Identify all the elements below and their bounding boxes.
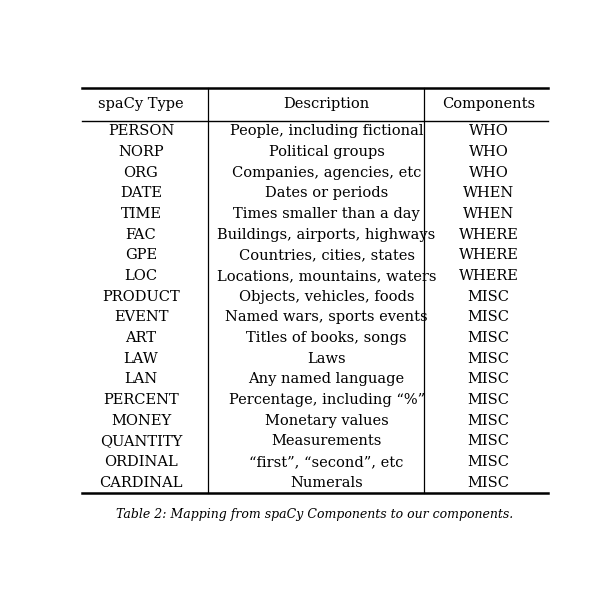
Text: LAN: LAN — [125, 373, 158, 386]
Text: WHERE: WHERE — [459, 228, 518, 242]
Text: Named wars, sports events: Named wars, sports events — [225, 310, 428, 324]
Text: spaCy Type: spaCy Type — [98, 97, 184, 111]
Text: WHO: WHO — [468, 124, 508, 138]
Text: MISC: MISC — [467, 289, 510, 304]
Text: Any named language: Any named language — [249, 373, 405, 386]
Text: WHEN: WHEN — [463, 187, 514, 200]
Text: PRODUCT: PRODUCT — [102, 289, 180, 304]
Text: “first”, “second”, etc: “first”, “second”, etc — [249, 455, 404, 469]
Text: LOC: LOC — [125, 269, 158, 283]
Text: Table 2: Mapping from spaCy Components to our components.: Table 2: Mapping from spaCy Components t… — [116, 508, 513, 521]
Text: Times smaller than a day: Times smaller than a day — [233, 207, 420, 221]
Text: MONEY: MONEY — [111, 414, 171, 428]
Text: MISC: MISC — [467, 352, 510, 366]
Text: LAW: LAW — [123, 352, 158, 366]
Text: WHEN: WHEN — [463, 207, 514, 221]
Text: Numerals: Numerals — [290, 476, 363, 490]
Text: NORP: NORP — [118, 145, 164, 159]
Text: Objects, vehicles, foods: Objects, vehicles, foods — [239, 289, 414, 304]
Text: PERCENT: PERCENT — [103, 393, 179, 407]
Text: WHO: WHO — [468, 166, 508, 180]
Text: MISC: MISC — [467, 393, 510, 407]
Text: Companies, agencies, etc: Companies, agencies, etc — [232, 166, 421, 180]
Text: DATE: DATE — [120, 187, 162, 200]
Text: ORDINAL: ORDINAL — [104, 455, 178, 469]
Text: MISC: MISC — [467, 310, 510, 324]
Text: TIME: TIME — [120, 207, 161, 221]
Text: PERSON: PERSON — [108, 124, 174, 138]
Text: EVENT: EVENT — [114, 310, 168, 324]
Text: MISC: MISC — [467, 434, 510, 448]
Text: QUANTITY: QUANTITY — [100, 434, 182, 448]
Text: MISC: MISC — [467, 373, 510, 386]
Text: People, including fictional: People, including fictional — [230, 124, 423, 138]
Text: MISC: MISC — [467, 455, 510, 469]
Text: Measurements: Measurements — [271, 434, 382, 448]
Text: Laws: Laws — [307, 352, 346, 366]
Text: Components: Components — [442, 97, 535, 111]
Text: MISC: MISC — [467, 414, 510, 428]
Text: MISC: MISC — [467, 331, 510, 345]
Text: Political groups: Political groups — [269, 145, 384, 159]
Text: Titles of books, songs: Titles of books, songs — [246, 331, 407, 345]
Text: ORG: ORG — [123, 166, 158, 180]
Text: Buildings, airports, highways: Buildings, airports, highways — [217, 228, 436, 242]
Text: ART: ART — [125, 331, 157, 345]
Text: Locations, mountains, waters: Locations, mountains, waters — [217, 269, 437, 283]
Text: WHERE: WHERE — [459, 269, 518, 283]
Text: Countries, cities, states: Countries, cities, states — [239, 248, 414, 263]
Text: MISC: MISC — [467, 476, 510, 490]
Text: FAC: FAC — [126, 228, 157, 242]
Text: Monetary values: Monetary values — [265, 414, 389, 428]
Text: GPE: GPE — [125, 248, 157, 263]
Text: WHO: WHO — [468, 145, 508, 159]
Text: Dates or periods: Dates or periods — [265, 187, 388, 200]
Text: WHERE: WHERE — [459, 248, 518, 263]
Text: Percentage, including “%”: Percentage, including “%” — [228, 393, 425, 407]
Text: Description: Description — [284, 97, 370, 111]
Text: CARDINAL: CARDINAL — [99, 476, 183, 490]
